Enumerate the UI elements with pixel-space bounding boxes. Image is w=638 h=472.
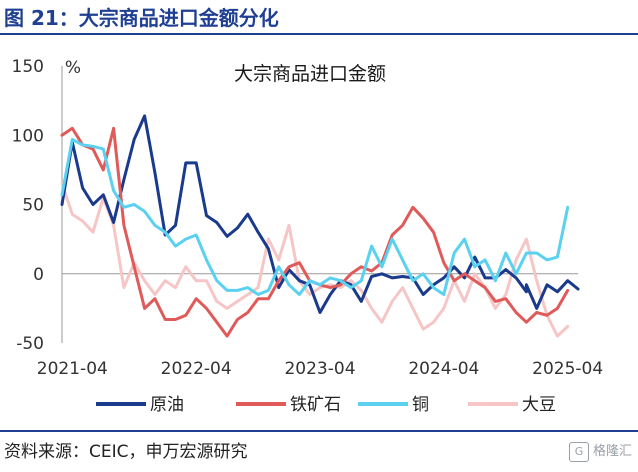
y-tick-label: 0 xyxy=(33,265,44,285)
series-line-1 xyxy=(60,114,580,314)
y-tick-label: 100 xyxy=(12,126,44,146)
watermark-text: 格隆汇 xyxy=(592,444,632,459)
footer-rule xyxy=(0,430,638,432)
figure-title: 图 21：大宗商品进口金额分化 xyxy=(4,6,279,30)
y-tick-label: 50 xyxy=(22,196,44,216)
x-tick-label: 2023-04 xyxy=(284,359,355,379)
x-tick-label: 2021-04 xyxy=(37,359,108,379)
legend-label: 原油 xyxy=(150,395,184,415)
chart-title: 大宗商品进口金额 xyxy=(234,63,386,85)
y-tick-label: -50 xyxy=(16,334,44,354)
series-line-3 xyxy=(60,137,570,296)
title-rule xyxy=(0,33,638,35)
y-tick-label: 150 xyxy=(12,57,44,77)
x-tick-label: 2024-04 xyxy=(408,359,479,379)
watermark: G 格隆汇 xyxy=(568,440,632,462)
legend-label: 大豆 xyxy=(522,395,556,415)
chart: 大宗商品进口金额 % 150 100 50 0 -50 2021-04 2022-04 202… xyxy=(12,57,604,415)
watermark-logo-icon: G xyxy=(568,441,589,462)
series-line-2 xyxy=(60,126,570,338)
source-note: 资料来源：CEIC，申万宏源研究 xyxy=(4,442,248,462)
legend-label: 铜 xyxy=(412,395,429,415)
x-tick-label: 2025-04 xyxy=(532,359,603,379)
legend-label: 铁矿石 xyxy=(290,395,341,415)
y-axis-unit: % xyxy=(65,58,81,78)
x-tick-label: 2022-04 xyxy=(161,359,232,379)
